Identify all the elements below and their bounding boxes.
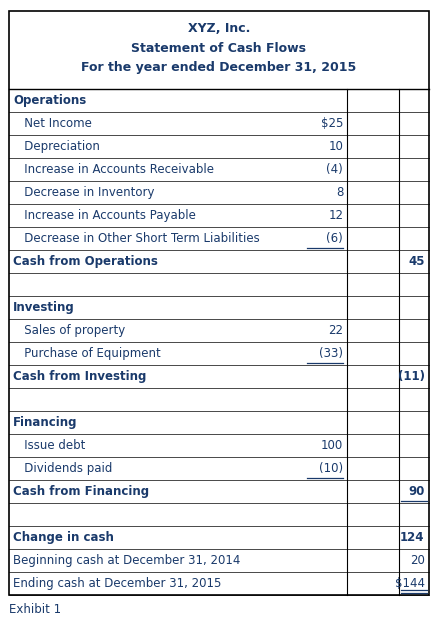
Text: Increase in Accounts Receivable: Increase in Accounts Receivable [13, 163, 214, 176]
Text: Cash from Financing: Cash from Financing [13, 485, 149, 498]
Text: Statement of Cash Flows: Statement of Cash Flows [132, 42, 306, 55]
Text: For the year ended December 31, 2015: For the year ended December 31, 2015 [81, 61, 357, 74]
Text: $25: $25 [321, 117, 343, 130]
Text: Cash from Investing: Cash from Investing [13, 370, 147, 383]
Text: Purchase of Equipment: Purchase of Equipment [13, 347, 161, 360]
Text: Depreciation: Depreciation [13, 140, 100, 153]
Text: 20: 20 [410, 554, 425, 567]
Text: Operations: Operations [13, 95, 87, 108]
Text: 8: 8 [336, 187, 343, 200]
Text: Net Income: Net Income [13, 117, 92, 130]
Text: Increase in Accounts Payable: Increase in Accounts Payable [13, 210, 196, 222]
Text: 12: 12 [328, 210, 343, 222]
Text: Dividends paid: Dividends paid [13, 462, 113, 475]
Text: (33): (33) [319, 347, 343, 360]
Text: Cash from Operations: Cash from Operations [13, 255, 158, 268]
Text: 100: 100 [321, 439, 343, 452]
Text: Investing: Investing [13, 302, 75, 315]
Text: Financing: Financing [13, 417, 78, 430]
Text: (10): (10) [319, 462, 343, 475]
Text: (11): (11) [398, 370, 425, 383]
Text: 90: 90 [408, 485, 425, 498]
Text: Exhibit 1: Exhibit 1 [9, 603, 62, 616]
Text: Decrease in Inventory: Decrease in Inventory [13, 187, 155, 200]
Text: 22: 22 [328, 324, 343, 337]
Text: Sales of property: Sales of property [13, 324, 125, 337]
Text: Decrease in Other Short Term Liabilities: Decrease in Other Short Term Liabilities [13, 232, 260, 245]
Text: Beginning cash at December 31, 2014: Beginning cash at December 31, 2014 [13, 554, 241, 567]
Text: Change in cash: Change in cash [13, 531, 114, 544]
Text: 124: 124 [400, 531, 425, 544]
Text: Issue debt: Issue debt [13, 439, 86, 452]
Text: XYZ, Inc.: XYZ, Inc. [188, 22, 250, 35]
Text: 45: 45 [408, 255, 425, 268]
Text: 10: 10 [328, 140, 343, 153]
Text: Ending cash at December 31, 2015: Ending cash at December 31, 2015 [13, 577, 222, 590]
Text: (6): (6) [326, 232, 343, 245]
Text: (4): (4) [326, 163, 343, 176]
Text: $144: $144 [395, 577, 425, 590]
